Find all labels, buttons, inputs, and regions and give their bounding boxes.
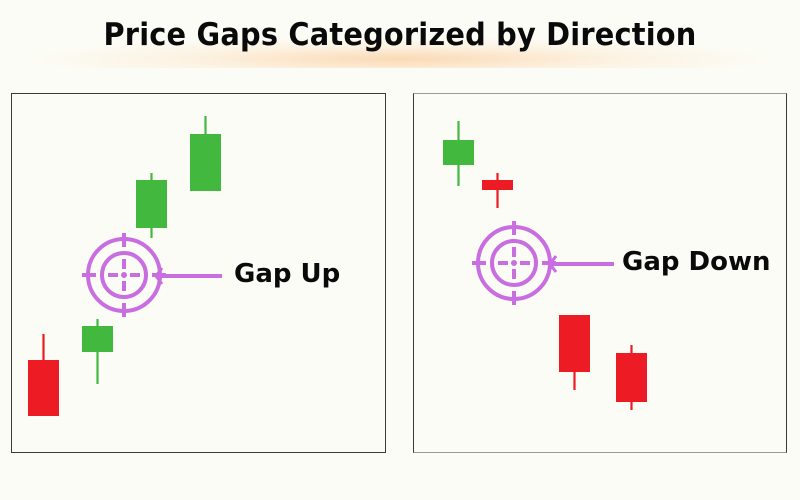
arrow-left-icon xyxy=(154,267,222,285)
candle-body xyxy=(190,134,221,191)
bullish-candle xyxy=(136,173,167,238)
bullish-candle xyxy=(82,319,113,384)
arrow-left-icon xyxy=(548,255,614,273)
page-title: Price Gaps Categorized by Direction xyxy=(103,17,697,53)
candle-body xyxy=(482,180,513,190)
bullish-candle xyxy=(190,116,221,191)
candle-body xyxy=(82,326,113,352)
candle-body xyxy=(443,140,474,165)
label-gap-down: Gap Down xyxy=(622,247,771,277)
candles-layer xyxy=(28,116,647,416)
candle-body xyxy=(28,360,59,416)
candle-body xyxy=(136,180,167,228)
bearish-candle xyxy=(28,334,59,416)
panel-gap-down xyxy=(413,93,787,453)
title-highlight xyxy=(20,8,780,68)
target-center-dot xyxy=(121,272,127,278)
target-inner-ring xyxy=(100,251,148,299)
label-gap-up: Gap Up xyxy=(234,259,341,289)
bearish-candle xyxy=(482,173,513,208)
markers-layer xyxy=(82,221,614,317)
bearish-candle xyxy=(559,315,590,390)
arrow-head xyxy=(548,255,558,273)
bullish-candle xyxy=(443,121,474,186)
bearish-candle xyxy=(616,345,647,410)
target-center-dot xyxy=(511,260,517,266)
arrow-head xyxy=(154,267,164,285)
candle-body xyxy=(616,353,647,402)
candle-body xyxy=(559,315,590,372)
target-inner-ring xyxy=(490,239,538,287)
